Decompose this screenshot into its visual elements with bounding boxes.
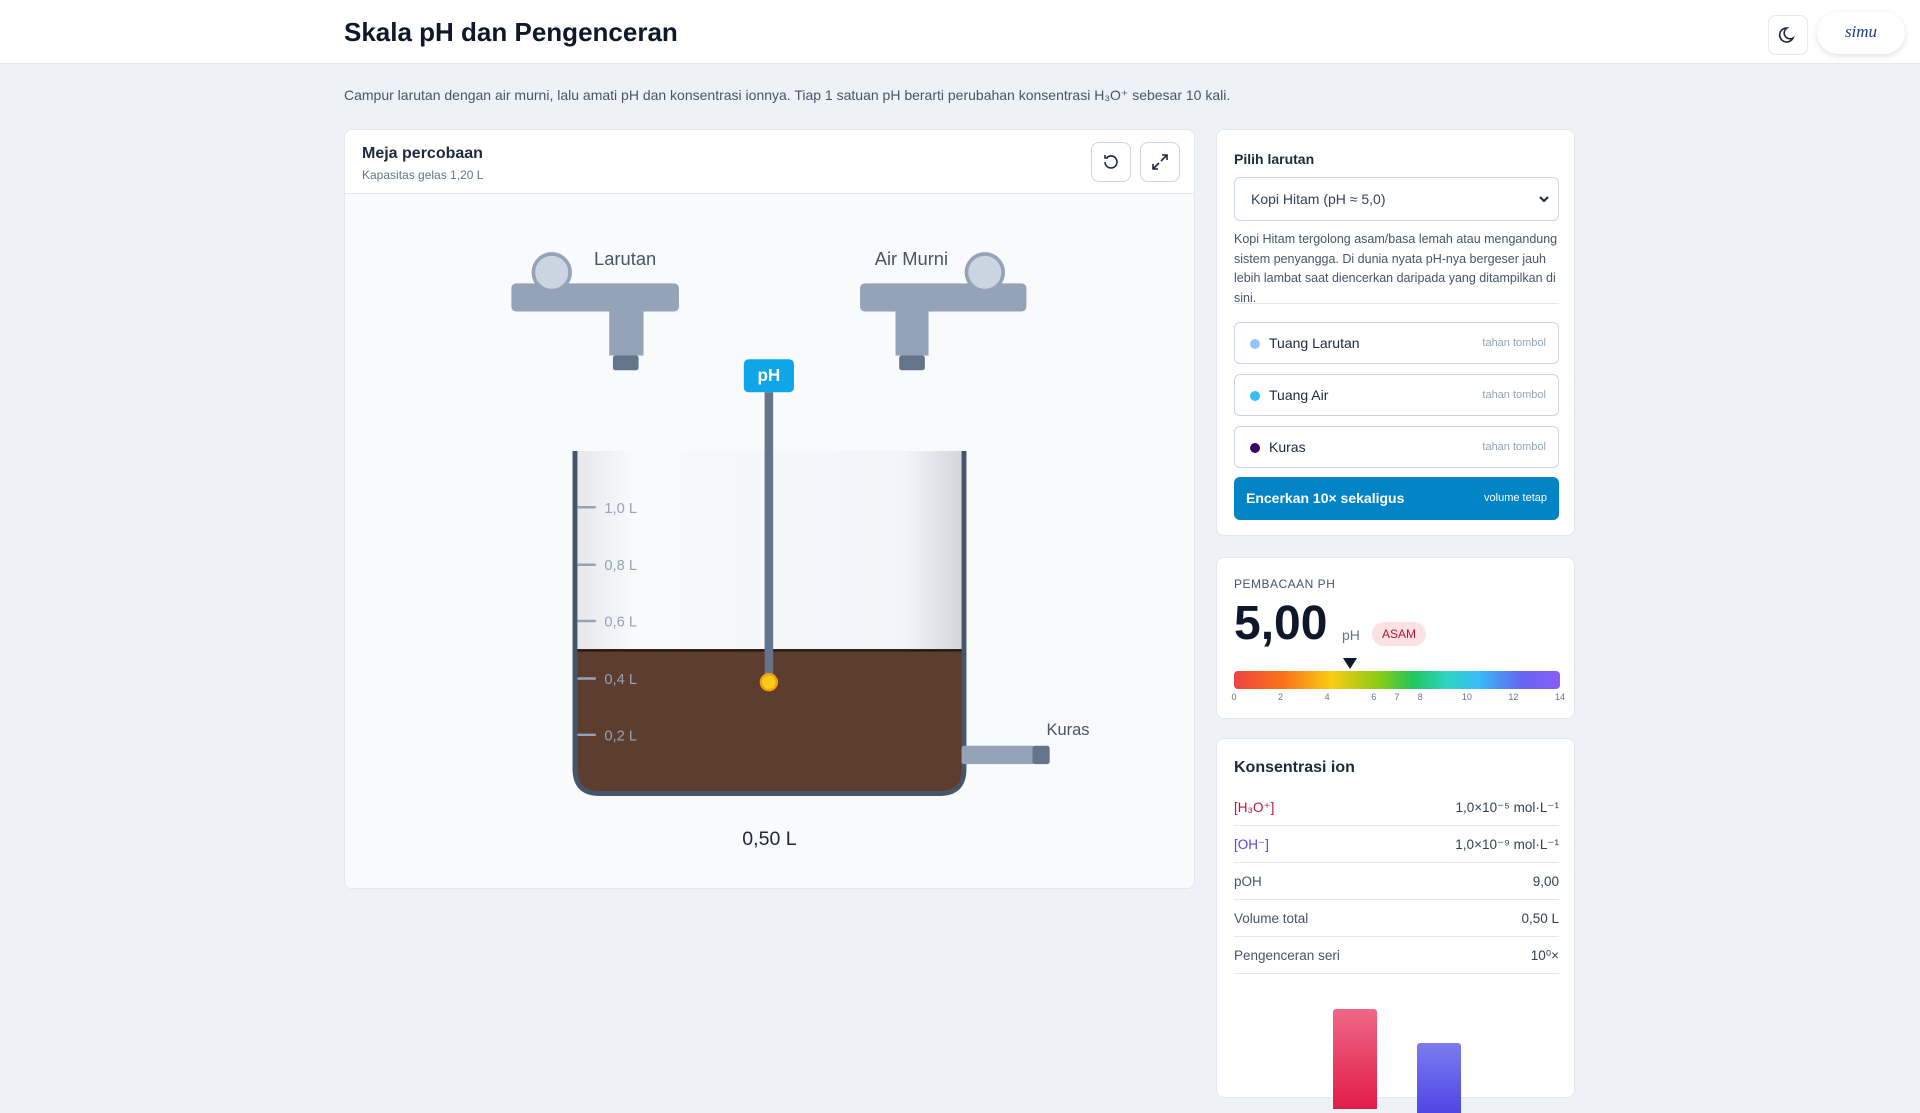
bench-header: Meja percobaan Kapasitas gelas 1,20 L (345, 130, 1194, 194)
control-panel: Pilih larutan Kopi Hitam (pH ≈ 5,0) Kopi… (1216, 129, 1575, 536)
action-button[interactable]: Tuang Air tahan tombol (1234, 374, 1559, 416)
action-label: Tuang Larutan (1269, 335, 1360, 351)
tap-right-label: Air Murni (875, 248, 948, 269)
ph-marker (1343, 658, 1357, 669)
dilute-label: Encerkan 10× sekaligus (1246, 490, 1405, 506)
ion-row: [H₃O⁺] 1,0×10⁻⁵ mol·L⁻¹ (1234, 789, 1559, 826)
probe-label: pH (757, 366, 780, 385)
action-button[interactable]: Tuang Larutan tahan tombol (1234, 322, 1559, 364)
scale-label: 0,4 L (604, 672, 637, 688)
ph-tick-label: 4 (1324, 692, 1330, 702)
fullscreen-icon (1152, 154, 1168, 170)
dilute-button[interactable]: Encerkan 10× sekaligus volume tetap (1234, 477, 1559, 520)
ion-value: 1,0×10⁻⁹ mol·L⁻¹ (1455, 837, 1559, 852)
action-hint: tahan tombol (1482, 389, 1546, 401)
ion-title: Konsentrasi ion (1234, 759, 1355, 776)
ion-label: [OH⁻] (1234, 837, 1269, 852)
bench-subtitle: Kapasitas gelas 1,20 L (362, 168, 484, 182)
fullscreen-button[interactable] (1140, 142, 1180, 182)
solution-description: Kopi Hitam tergolong asam/basa lemah ata… (1234, 232, 1558, 305)
ph-tick-label: 0 (1231, 692, 1237, 702)
scale-label: 0,6 L (604, 615, 637, 631)
reading-panel: PEMBACAAN PH 5,00 pH ASAM 0 2 4 6 7 8 10 12 14 (1216, 557, 1575, 719)
ph-tick-label: 6 (1371, 692, 1377, 702)
ion-value: 10⁰× (1530, 948, 1559, 963)
ion-label: [H₃O⁺] (1234, 800, 1275, 815)
ph-gradient (1234, 671, 1560, 689)
ion-label: Volume total (1234, 911, 1309, 926)
drain-pipe[interactable] (961, 745, 1050, 765)
logo[interactable]: simu (1817, 12, 1905, 54)
action-icon (1250, 443, 1260, 453)
volume-scale: 1,0 L 0,8 L 0,6 L 0,4 L 0,2 L (577, 501, 637, 744)
divider (1234, 303, 1559, 304)
ph-tick-label: 12 (1508, 692, 1519, 702)
tap-left-label: Larutan (594, 248, 656, 269)
action-hint: tahan tombol (1482, 441, 1546, 453)
ph-tick-label: 7 (1394, 692, 1400, 702)
scale-label: 0,2 L (604, 728, 637, 744)
ph-tick-label: 14 (1554, 692, 1566, 702)
action-hint: tahan tombol (1482, 337, 1546, 349)
solution-select[interactable]: Kopi Hitam (pH ≈ 5,0) (1234, 177, 1559, 221)
reset-icon (1104, 155, 1118, 169)
liquid (574, 649, 965, 794)
ion-value: 9,00 (1532, 874, 1559, 889)
dilute-hint: volume tetap (1484, 492, 1547, 504)
reset-button[interactable] (1091, 142, 1131, 182)
ph-tick-label: 2 (1278, 692, 1284, 702)
probe-head (743, 359, 794, 393)
scale-label: 1,0 L (604, 501, 637, 517)
select-label: Pilih larutan (1234, 151, 1315, 167)
page-title: Skala pH dan Pengenceran (344, 17, 678, 47)
ion-row: pOH 9,00 (1234, 863, 1559, 900)
intro-text: Campur larutan dengan air murni, lalu am… (344, 87, 1231, 103)
tap-left[interactable] (511, 252, 679, 371)
scale-label: 0,8 L (604, 558, 637, 574)
oh-bar (1417, 1043, 1461, 1113)
action-icon (1250, 391, 1260, 401)
moon-icon (1778, 27, 1795, 43)
ion-value: 0,50 L (1521, 911, 1559, 926)
ph-tick-label: 8 (1417, 692, 1423, 702)
ph-value: 5,00 (1234, 597, 1328, 650)
select-value: Kopi Hitam (pH ≈ 5,0) (1251, 191, 1386, 207)
tap-right[interactable] (860, 252, 1027, 371)
action-label: Kuras (1269, 439, 1306, 455)
ph-tick-label: 10 (1461, 692, 1472, 702)
theme-toggle[interactable] (1768, 15, 1808, 55)
reading-label: PEMBACAAN PH (1234, 577, 1336, 591)
beaker-wall (572, 450, 967, 796)
ion-row: [OH⁻] 1,0×10⁻⁹ mol·L⁻¹ (1234, 826, 1559, 863)
action-button[interactable]: Kuras tahan tombol (1234, 426, 1559, 468)
acidity-badge: ASAM (1372, 622, 1427, 646)
ion-label: pOH (1234, 874, 1262, 889)
ion-value: 1,0×10⁻⁵ mol·L⁻¹ (1455, 800, 1559, 815)
ion-label: Pengenceran seri (1234, 948, 1340, 963)
experiment-scene: Larutan Air Murni 1,0 L 0,8 L 0,6 L 0,4 L 0,… (345, 194, 1194, 888)
probe-rod (764, 392, 774, 681)
bench-title: Meja percobaan (362, 145, 483, 162)
probe-bulb (759, 673, 779, 692)
ion-row: Pengenceran seri 10⁰× (1234, 937, 1559, 974)
header: Skala pH dan Pengenceran simu (0, 0, 1920, 64)
ion-panel: Konsentrasi ion [H₃O⁺] 1,0×10⁻⁵ mol·L⁻¹ [O… (1216, 738, 1575, 1113)
ion-row: Volume total 0,50 L (1234, 900, 1559, 937)
drain-label: Kuras (1046, 721, 1089, 739)
ph-unit: pH (1342, 627, 1360, 643)
volume-readout: 0,50 L (742, 828, 797, 850)
select-caret (1539, 196, 1549, 203)
bench-card: Meja percobaan Kapasitas gelas 1,20 L La… (344, 129, 1195, 889)
h3o-bar (1333, 1009, 1377, 1109)
action-label: Tuang Air (1269, 387, 1329, 403)
action-icon (1250, 339, 1260, 349)
